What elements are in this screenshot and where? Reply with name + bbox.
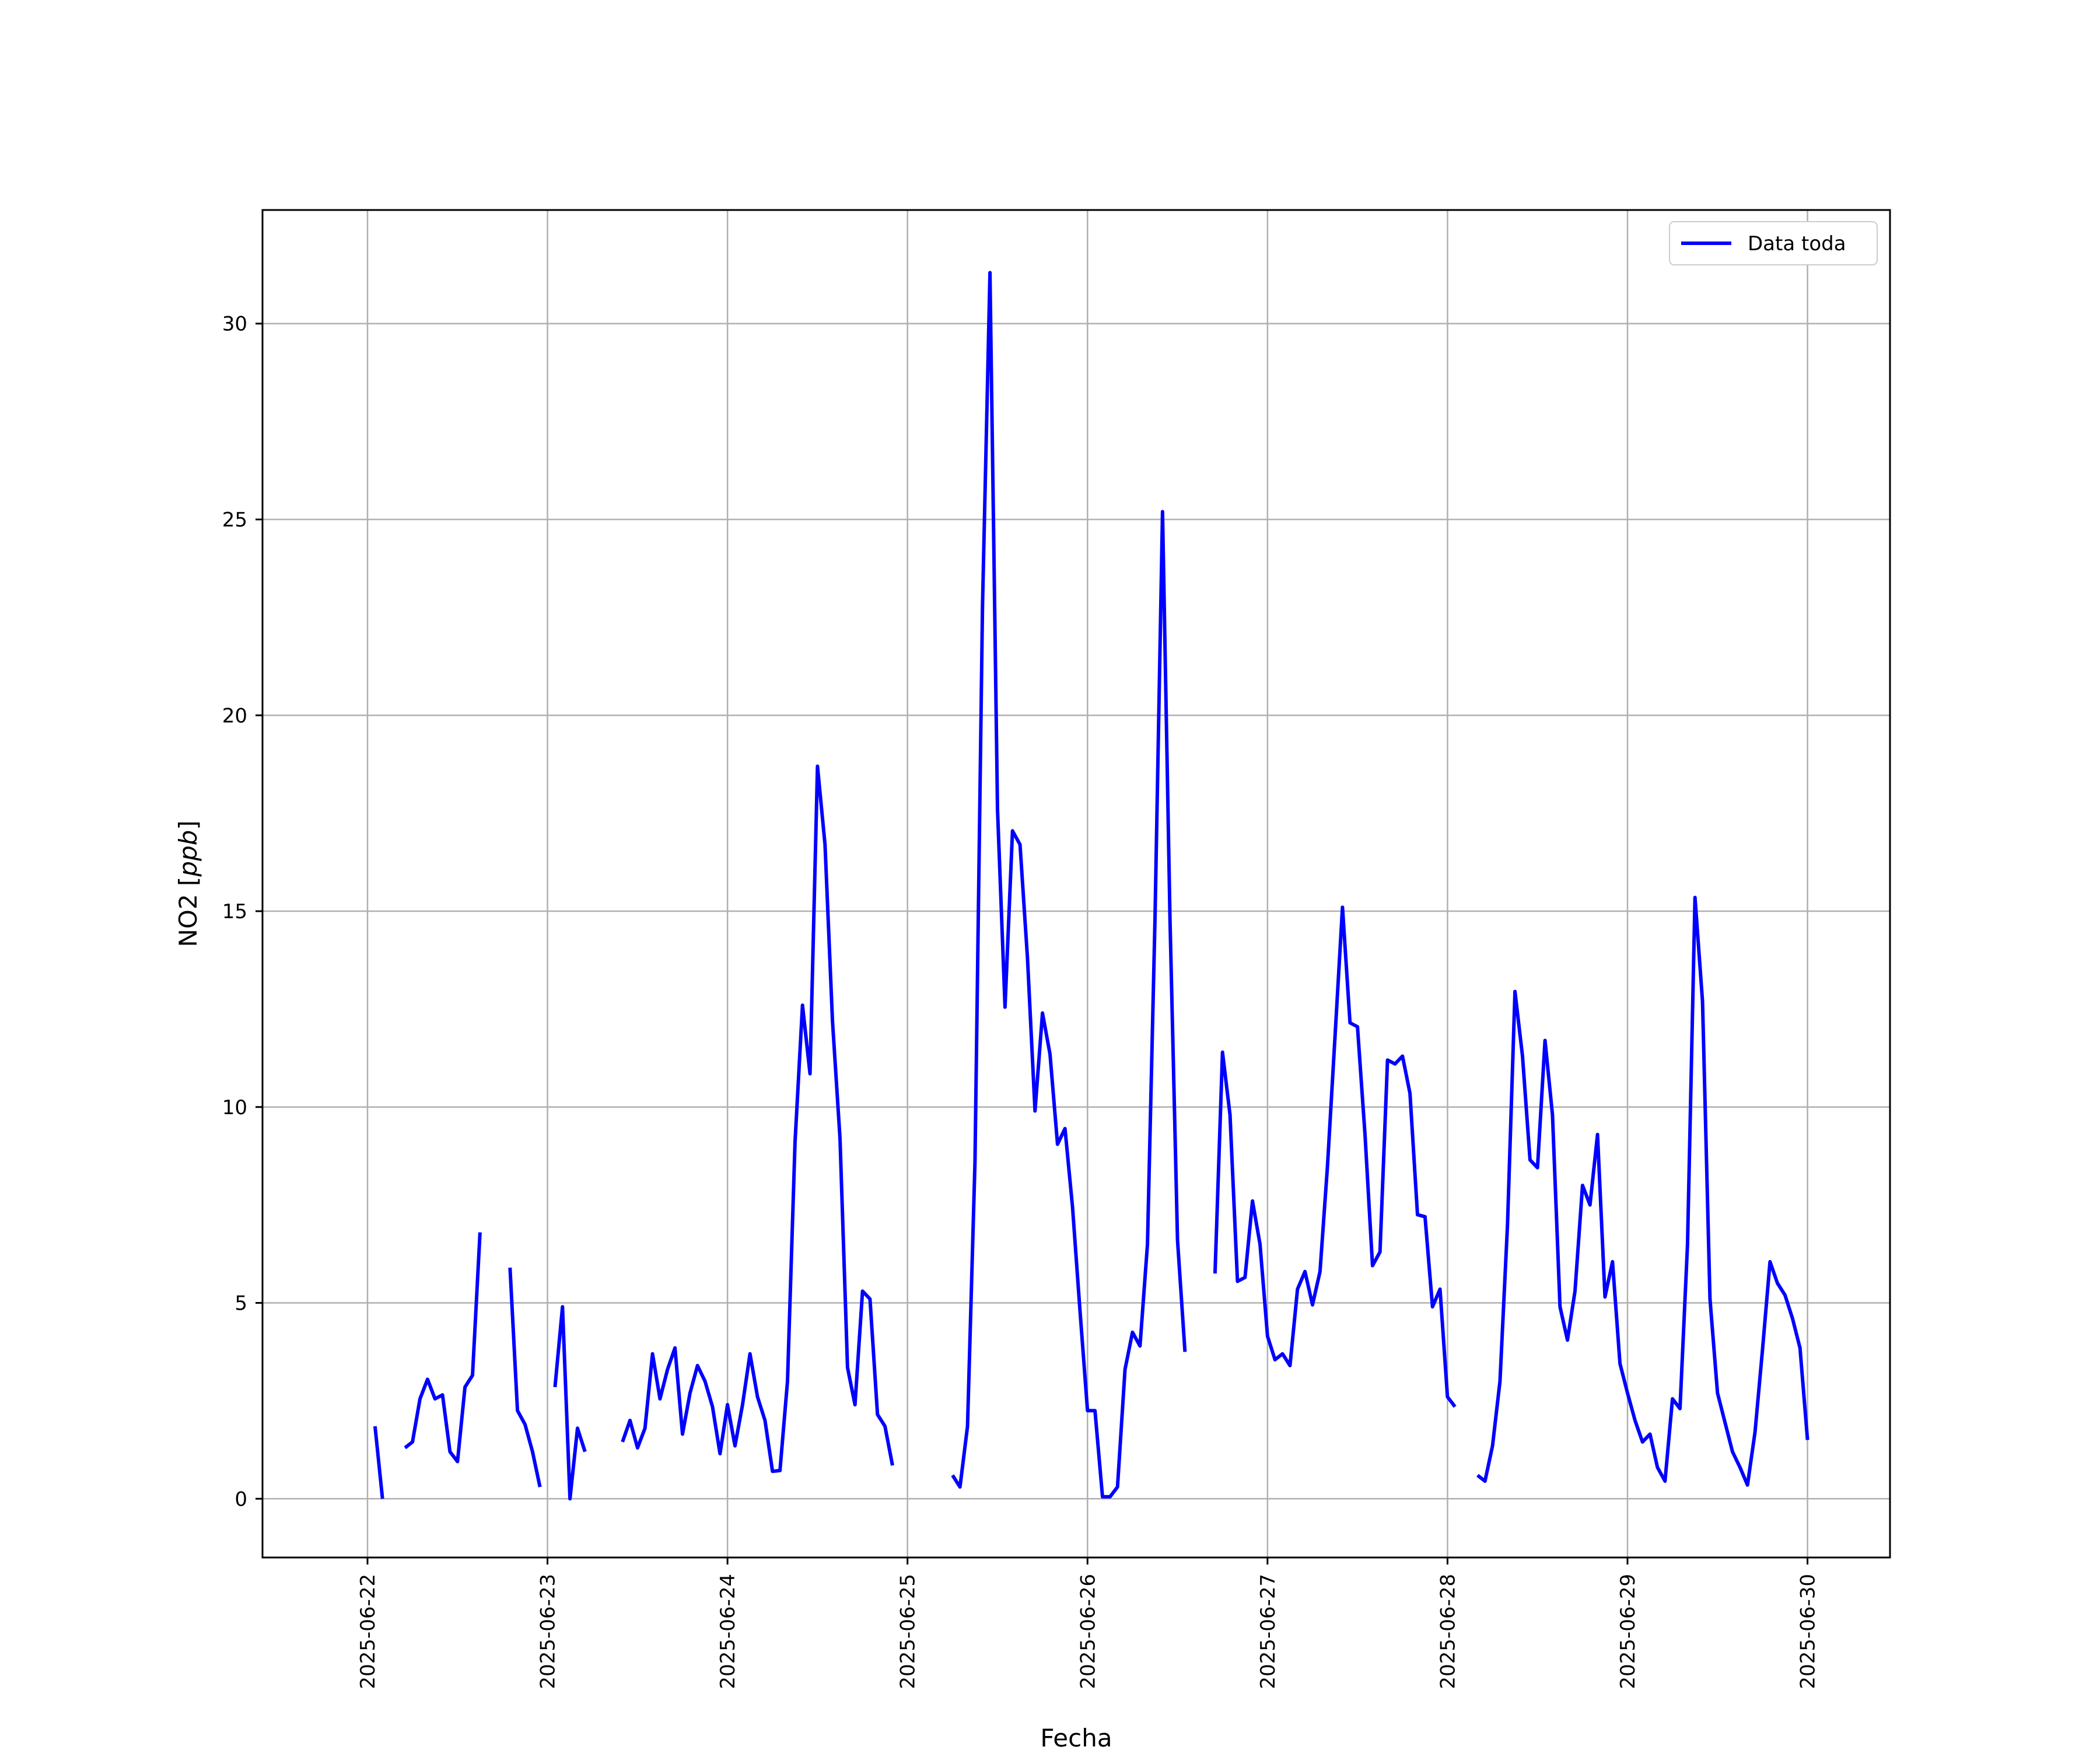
series-line (373, 271, 1810, 1501)
series-segment (508, 1267, 542, 1488)
y-tick-label: 5 (235, 1292, 247, 1315)
legend-label: Data toda (1748, 232, 1846, 256)
y-tick-label: 10 (222, 1096, 247, 1119)
x-tick-label: 2025-06-28 (1436, 1574, 1460, 1689)
plot-frame (261, 209, 1891, 1559)
series-segment (1476, 895, 1810, 1487)
x-tick-label: 2025-06-23 (537, 1574, 560, 1689)
x-tick-label: 2025-06-30 (1797, 1574, 1820, 1689)
series-segment (951, 271, 1187, 1499)
x-tick-label: 2025-06-29 (1616, 1574, 1640, 1689)
y-tick-label: 15 (222, 900, 247, 923)
series-segment (553, 1305, 587, 1501)
x-tick-label: 2025-06-22 (356, 1574, 380, 1689)
x-tick-label: 2025-06-26 (1076, 1574, 1100, 1689)
grid-lines (262, 210, 1890, 1558)
y-axis-title: NO2 [ppb] (174, 820, 202, 947)
x-tick-label: 2025-06-27 (1256, 1574, 1280, 1689)
x-axis-title: Fecha (1040, 1724, 1112, 1750)
axis-ticks (256, 323, 1809, 1564)
series-segment (1213, 905, 1457, 1408)
y-tick-label: 0 (235, 1488, 247, 1511)
series-segment (373, 1426, 384, 1499)
y-tick-label: 25 (222, 508, 247, 531)
legend: Data toda (1669, 221, 1878, 265)
y-tick-label: 20 (222, 704, 247, 727)
series-segment (621, 764, 894, 1474)
legend-box (1669, 221, 1878, 265)
tick-labels: 0 5 10 15 20 25 30 2025-06-22 2025-06-23 2025-06-… (222, 313, 1820, 1689)
y-tick-label: 30 (222, 313, 247, 336)
x-tick-label: 2025-06-24 (716, 1574, 740, 1689)
x-tick-label: 2025-06-25 (897, 1574, 920, 1689)
series-segment (404, 1232, 482, 1464)
